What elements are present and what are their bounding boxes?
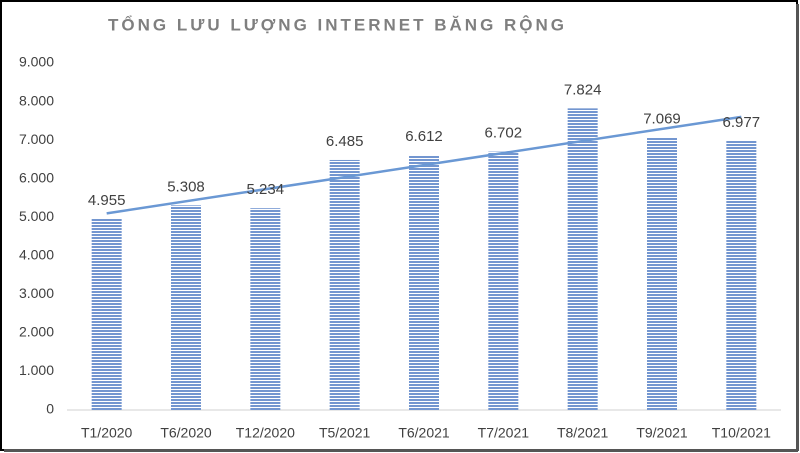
bar <box>329 159 360 410</box>
x-tick-label: T1/2020 <box>81 425 133 441</box>
data-label: 6.612 <box>405 128 443 145</box>
y-tick-label: 2.000 <box>19 324 54 340</box>
bar <box>171 205 201 410</box>
y-tick-label: 5.000 <box>19 208 54 224</box>
shadow <box>796 4 799 451</box>
data-label: 5.308 <box>167 178 205 195</box>
x-tick-label: T7/2021 <box>478 425 530 441</box>
y-tick-label: 0 <box>46 401 54 417</box>
data-label: 7.824 <box>564 81 602 98</box>
y-tick-label: 8.000 <box>19 92 54 108</box>
data-label: 6.485 <box>326 133 364 150</box>
data-label: 4.955 <box>88 192 126 209</box>
x-tick-label: T6/2020 <box>160 425 212 441</box>
x-tick-label: T8/2021 <box>557 425 609 441</box>
data-label: 5.234 <box>247 181 285 198</box>
y-tick-label: 4.000 <box>19 246 54 262</box>
x-tick-label: T6/2021 <box>398 425 450 441</box>
bar <box>250 208 281 410</box>
trendline <box>106 115 742 215</box>
bar <box>488 151 519 411</box>
x-tick-label: T5/2021 <box>319 425 371 441</box>
x-tick-label: T9/2021 <box>636 425 688 441</box>
x-tick-label: T12/2020 <box>236 425 295 441</box>
y-tick-label: 6.000 <box>19 169 54 185</box>
y-tick-label: 9.000 <box>19 54 54 70</box>
y-tick-label: 1.000 <box>19 362 54 378</box>
bar <box>647 137 677 410</box>
bar <box>91 218 122 410</box>
data-label: 6.702 <box>485 125 523 142</box>
data-label: 6.977 <box>723 114 761 131</box>
chart-title: TỔNG LƯU LƯỢNG INTERNET BĂNG RỘNG <box>108 15 567 34</box>
y-tick-label: 7.000 <box>19 131 54 147</box>
bar <box>567 108 598 410</box>
bar <box>726 140 757 410</box>
data-label: 7.069 <box>643 110 681 127</box>
x-tick-label: T10/2021 <box>712 425 771 441</box>
bar <box>409 155 439 410</box>
y-tick-label: 3.000 <box>19 285 54 301</box>
shadow <box>4 449 798 452</box>
